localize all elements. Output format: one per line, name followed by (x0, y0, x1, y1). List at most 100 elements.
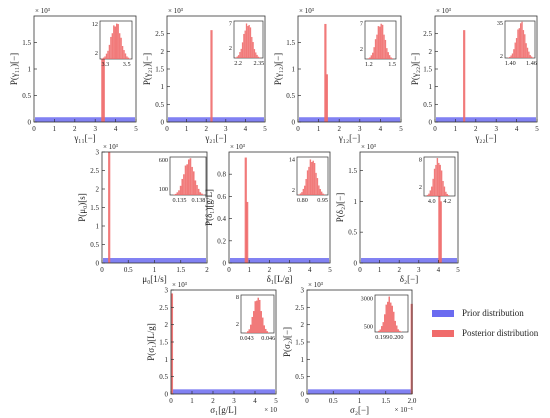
y-tick-label: 2 (165, 321, 169, 329)
y-tick-label: 2.5 (159, 304, 168, 312)
y-tick-label: 0.5 (155, 101, 164, 109)
y-tick-label: 3 (96, 149, 100, 157)
inset-bar (529, 55, 531, 58)
inset-bar (445, 191, 447, 196)
x-tick-label: 0.5 (329, 397, 338, 405)
inset-y-tick-label: 600 (159, 157, 168, 164)
y-axis-label: P(γ₁₂)[−] (273, 53, 283, 85)
inset-bar (520, 23, 522, 58)
inset-y-tick-label: 2 (500, 53, 503, 60)
inset-x-tick-label: 3.3 (101, 61, 109, 68)
inset-s2: 0.199 0.200 500 3000 (361, 294, 409, 341)
inset-mu0: 0.135 0.138 100 600 (159, 156, 207, 204)
x-tick-label: 5 (535, 125, 539, 133)
inset-bar (197, 188, 200, 195)
y-tick-label: 1.5 (286, 39, 295, 47)
inset-y-tick-label: 2 (360, 46, 363, 53)
inset-bar (117, 24, 119, 59)
inset-bar (110, 36, 112, 59)
inset-bar (263, 325, 265, 333)
panel-s1: 0 1 2 3 4 500.511.522.53× 10³× 10σ₁[g/L]P(σ₁)… (146, 281, 278, 415)
x-axis-label: σ₂[−] (350, 405, 369, 415)
inset-y-tick-label: 8 (236, 294, 239, 301)
x-axis-label: γ₂₁[−] (204, 133, 226, 143)
x-tick-label: 3 (93, 125, 97, 133)
x-tick-label: 3 (224, 125, 228, 133)
y-tick-label: 1 (161, 83, 165, 91)
legend-label-posterior: Posterior distribution (462, 328, 539, 338)
inset-bar (309, 159, 312, 195)
x-tick-label: 0 (296, 125, 300, 133)
y-tick-label: 0.6 (217, 193, 226, 201)
inset-x-tick-label: 4.2 (443, 198, 451, 205)
y-tick-label: 1.5 (90, 204, 99, 212)
inset-y-tick-label: 100 (159, 186, 168, 193)
x-tick-label: 2 (337, 125, 341, 133)
inset-bar (382, 322, 384, 332)
inset-bar (101, 58, 103, 59)
inset-bar (378, 330, 380, 332)
x-tick-label: 1 (454, 125, 458, 133)
inset-bar (384, 39, 387, 59)
panel-d2: 0 1 2 3 4 5 0 0.5 1 1.5 × 10³ δ₂[−] P(δ₂)[−] 4.0 4.2 2 8 (335, 143, 460, 284)
inset-bar (240, 48, 242, 58)
x-tick-label: 3 (288, 266, 292, 274)
x-multiplier: × 10 (264, 406, 277, 414)
inset-g21: 2.2 2.35 2 7 (229, 20, 264, 67)
prior-bar (436, 117, 536, 122)
y-axis-label: P(γ₂₁)[−] (142, 53, 152, 85)
y-tick-label: 0.5 (22, 92, 31, 100)
inset-bar (379, 329, 381, 332)
inset-bar (243, 33, 245, 58)
inset-x-tick-label: 1.2 (365, 61, 373, 68)
y-multiplier: × 10³ (308, 281, 323, 289)
posterior-bar (108, 152, 111, 263)
inset-bar (369, 57, 371, 59)
x-tick-label: 1 (153, 266, 157, 274)
inset-bar (251, 36, 253, 58)
inset-bar (250, 324, 252, 333)
panel-d1: 0 1 2 3 4 5 0 0.2 0.4 0.6 0.8 × 10³ δ₁[L/g] P(δ₁)[g/L… (204, 143, 332, 284)
x-tick-label: 2 (397, 266, 401, 274)
x-tick-label: 5 (263, 125, 267, 133)
x-tick-label: 1 (378, 266, 382, 274)
axes-frame (359, 151, 459, 264)
inset-bar (257, 297, 259, 333)
inset-bar (124, 53, 127, 59)
prior-bar (299, 117, 400, 122)
inset-bar (388, 55, 391, 59)
inset-g12: 1.2 1.5 2 7 (360, 21, 397, 68)
inset-bar (306, 170, 309, 195)
x-axis-label: γ₁₂[−] (338, 133, 360, 143)
inset-bar (376, 34, 378, 59)
y-tick-label: 1 (96, 223, 100, 231)
y-tick-label: 2 (429, 48, 433, 56)
posterior-bar (324, 23, 327, 123)
x-tick-label: 1 (317, 125, 321, 133)
inset-bar (245, 332, 247, 333)
panel-g22: 0 1 2 3 4 5 0 0.5 1 1.5 2 2.5 × 10³ γ₂₂[−] P(γ₂₂)[−] 1.… (410, 7, 539, 143)
y-tick-label: 0 (28, 119, 32, 127)
inset-x-tick-label: 0.199 (375, 334, 389, 341)
inset-bar (253, 49, 256, 58)
inset-bar (386, 48, 388, 59)
y-tick-label: 0.4 (217, 215, 226, 223)
inset-y-tick-label: 2 (95, 50, 98, 57)
x-tick-label: 2 (205, 266, 209, 274)
inset-bar (104, 56, 106, 59)
x-tick-label: 2.0 (408, 397, 417, 405)
inset-bar (186, 164, 188, 195)
inset-bar (268, 332, 270, 333)
inset-bar (260, 311, 262, 333)
inset-bar (530, 56, 533, 58)
inset-y-tick-label: 12 (92, 21, 98, 28)
inset-bar (383, 34, 385, 59)
inset-bar (247, 26, 249, 58)
inset-g11: 3.3 3.5 2 12 (92, 20, 133, 68)
y-tick-label: 0.5 (423, 101, 432, 109)
x-tick-label: 4 (244, 125, 248, 133)
inset-bar (379, 26, 381, 59)
inset-bar (390, 57, 392, 59)
y-axis-label: P(γ₁₁)[−] (9, 53, 19, 85)
inset-bar (256, 300, 258, 333)
